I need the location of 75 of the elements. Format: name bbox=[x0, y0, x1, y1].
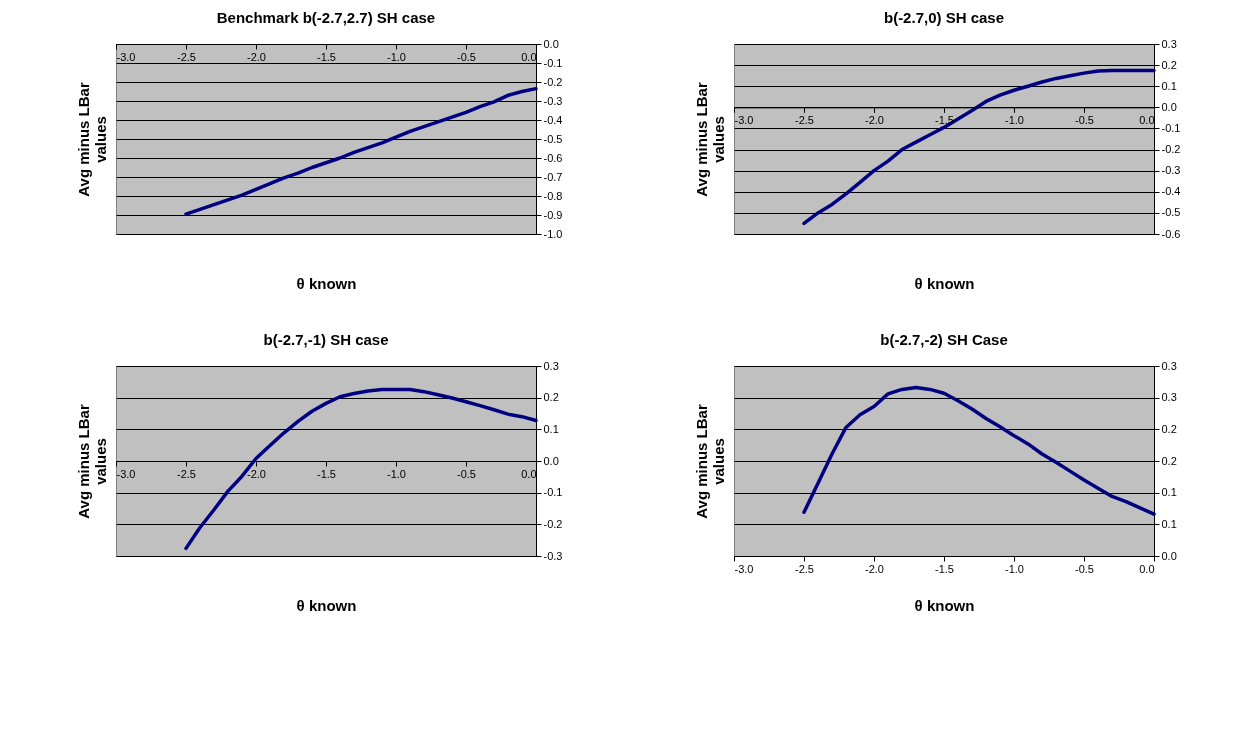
x-tick-label: -1.5 bbox=[317, 50, 336, 63]
y-tick-label: 0.3 bbox=[1161, 37, 1177, 50]
x-axis-title: θ known bbox=[914, 596, 975, 614]
y-tick-label: -1.0 bbox=[543, 227, 563, 240]
x-axis-title: θ known bbox=[914, 274, 975, 292]
y-tick-label: 0.1 bbox=[1161, 79, 1177, 92]
x-tick-label: 0.0 bbox=[1139, 113, 1155, 126]
y-tick-label: -0.1 bbox=[543, 486, 563, 499]
y-tick-label: -0.1 bbox=[1161, 121, 1181, 134]
y-tick-label: 0.0 bbox=[1161, 100, 1177, 113]
y-tick-label: -0.3 bbox=[1161, 164, 1181, 177]
x-tick-label: -1.0 bbox=[1005, 562, 1024, 575]
y-tick-label: 0.3 bbox=[1161, 359, 1177, 372]
y-tick-label: -0.3 bbox=[543, 549, 563, 562]
x-tick-label: -0.5 bbox=[1075, 562, 1094, 575]
y-tick-label: 0.1 bbox=[1161, 517, 1177, 530]
y-tick-label: 0.0 bbox=[543, 37, 559, 50]
y-tick-label: -0.5 bbox=[1161, 206, 1181, 219]
x-tick-label: 0.0 bbox=[521, 467, 537, 480]
y-tick-label: 0.2 bbox=[1161, 58, 1177, 71]
y-tick-label: -0.9 bbox=[543, 208, 563, 221]
x-tick-label: -2.5 bbox=[795, 113, 814, 126]
y-tick-label: -0.2 bbox=[1161, 143, 1181, 156]
y-tick-label: -0.2 bbox=[543, 75, 563, 88]
y-tick-label: 0.1 bbox=[1161, 486, 1177, 499]
y-tick-label: 0.3 bbox=[543, 359, 559, 372]
y-tick-label: 0.2 bbox=[1161, 422, 1177, 435]
x-tick-label: -3.0 bbox=[734, 562, 754, 575]
x-tick-label: -1.0 bbox=[387, 50, 406, 63]
x-tick-label: -0.5 bbox=[457, 50, 476, 63]
y-axis-title: Avg minus LBar values bbox=[74, 82, 109, 197]
y-tick-label: -0.7 bbox=[543, 170, 563, 183]
x-tick-label: -2.5 bbox=[177, 50, 196, 63]
x-axis-title: θ known bbox=[296, 274, 357, 292]
x-tick-label: -2.0 bbox=[247, 467, 266, 480]
y-tick-label: -0.5 bbox=[543, 132, 563, 145]
y-tick-label: 0.3 bbox=[1161, 391, 1177, 404]
y-tick-label: 0.0 bbox=[1161, 549, 1177, 562]
x-tick-label: -1.0 bbox=[1005, 113, 1024, 126]
y-tick-label: 0.1 bbox=[543, 422, 559, 435]
y-tick-label: -0.6 bbox=[1161, 227, 1181, 240]
y-tick-label: 0.2 bbox=[1161, 454, 1177, 467]
x-tick-label: -2.5 bbox=[795, 562, 814, 575]
y-tick-label: -0.4 bbox=[1161, 185, 1181, 198]
y-axis-title: Avg minus LBar values bbox=[74, 404, 109, 519]
chart-title: b(-2.7,-1) SH case bbox=[263, 331, 389, 348]
y-tick-label: -0.8 bbox=[543, 189, 563, 202]
x-tick-label: -0.5 bbox=[457, 467, 476, 480]
x-tick-label: -2.0 bbox=[865, 562, 884, 575]
x-tick-label: 0.0 bbox=[1139, 562, 1155, 575]
x-tick-label: -0.5 bbox=[1075, 113, 1094, 126]
x-tick-label: -3.0 bbox=[116, 50, 136, 63]
x-tick-label: -1.0 bbox=[387, 467, 406, 480]
y-tick-label: -0.1 bbox=[543, 56, 563, 69]
x-tick-label: -1.5 bbox=[935, 113, 954, 126]
x-axis-title: θ known bbox=[296, 596, 357, 614]
x-tick-label: -1.5 bbox=[935, 562, 954, 575]
x-tick-label: -2.0 bbox=[865, 113, 884, 126]
y-tick-label: -0.6 bbox=[543, 151, 563, 164]
y-tick-label: -0.2 bbox=[543, 517, 563, 530]
x-tick-label: -2.0 bbox=[247, 50, 266, 63]
y-tick-label: 0.0 bbox=[543, 454, 559, 467]
x-tick-label: -3.0 bbox=[116, 467, 136, 480]
chart-title: b(-2.7,0) SH case bbox=[883, 9, 1005, 26]
y-tick-label: -0.4 bbox=[543, 113, 563, 126]
y-tick-label: -0.3 bbox=[543, 94, 563, 107]
chart-title: b(-2.7,-2) SH Case bbox=[880, 331, 1008, 348]
x-tick-label: 0.0 bbox=[521, 50, 537, 63]
y-axis-title: Avg minus LBar values bbox=[692, 82, 727, 197]
y-axis-title: Avg minus LBar values bbox=[692, 404, 727, 519]
x-tick-label: -2.5 bbox=[177, 467, 196, 480]
x-tick-label: -1.5 bbox=[317, 467, 336, 480]
chart-title: Benchmark b(-2.7,2.7) SH case bbox=[216, 9, 436, 26]
x-tick-label: -3.0 bbox=[734, 113, 754, 126]
y-tick-label: 0.2 bbox=[543, 391, 559, 404]
